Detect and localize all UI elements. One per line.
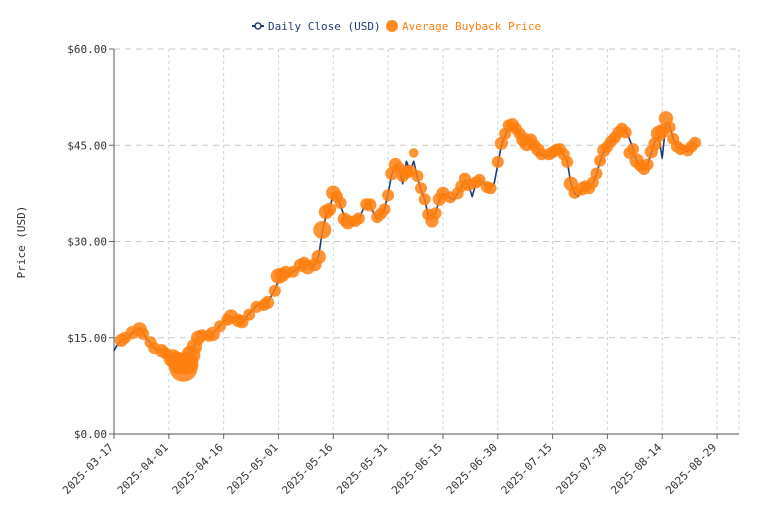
buyback-point — [323, 202, 337, 216]
buyback-point — [491, 155, 504, 168]
x-tick-label: 2025-08-14 — [608, 441, 664, 497]
buyback-point — [268, 284, 281, 297]
daily-close-line — [113, 122, 696, 365]
x-tick-label: 2025-08-29 — [663, 441, 719, 497]
x-tick-label: 2025-05-01 — [225, 441, 281, 497]
x-tick-label: 2025-07-15 — [499, 441, 555, 497]
legend-label-buyback: Average Buyback Price — [402, 20, 541, 33]
buyback-point — [334, 197, 347, 209]
buyback-point — [415, 182, 427, 195]
y-tick-label: $30.00 — [67, 236, 107, 249]
buyback-point — [418, 193, 431, 206]
buyback-point — [311, 249, 326, 265]
buyback-point — [641, 158, 654, 171]
y-ticks: $0.00 $15.00 $30.00 $45.00 $60.00 — [67, 43, 114, 441]
buyback-point — [561, 155, 574, 168]
x-tick-label: 2025-06-30 — [444, 441, 500, 497]
buyback-point — [352, 212, 365, 225]
buyback-point — [689, 136, 702, 149]
buyback-point — [590, 167, 603, 180]
buyback-point — [594, 154, 607, 167]
y-axis-title: Price (USD) — [15, 206, 28, 279]
legend-scatter-marker — [386, 20, 398, 32]
x-tick-label: 2025-04-16 — [170, 441, 226, 497]
x-tick-label: 2025-05-16 — [279, 441, 335, 497]
axes — [113, 49, 739, 435]
y-tick-label: $15.00 — [67, 332, 107, 345]
buyback-point — [411, 170, 424, 183]
buyback-point — [408, 148, 419, 158]
x-tick-label: 2025-06-15 — [389, 441, 445, 497]
buyback-point — [663, 121, 676, 134]
x-tick-label: 2025-03-17 — [60, 441, 116, 497]
y-tick-label: $60.00 — [67, 43, 107, 56]
y-tick-label: $0.00 — [74, 428, 107, 441]
buyback-point — [586, 176, 599, 189]
legend: Daily Close (USD) Average Buyback Price — [252, 20, 541, 33]
buyback-point — [619, 126, 632, 139]
series-scatter — [114, 111, 702, 382]
x-tick-label: 2025-04-01 — [115, 441, 171, 497]
legend-line-marker — [252, 22, 264, 30]
buyback-point — [382, 189, 395, 202]
buyback-point — [627, 143, 639, 156]
buyback-point — [494, 136, 508, 150]
x-tick-label: 2025-07-30 — [554, 441, 610, 497]
legend-label-daily-close: Daily Close (USD) — [268, 20, 381, 33]
buyback-point — [243, 308, 256, 321]
x-ticks: 2025-03-172025-04-012025-04-162025-05-01… — [60, 434, 719, 497]
buyback-point — [137, 327, 150, 340]
buyback-point — [363, 198, 377, 212]
buyback-point — [429, 207, 442, 220]
x-tick-label: 2025-05-31 — [334, 441, 390, 497]
buyback-point — [378, 203, 391, 216]
series-line — [113, 122, 696, 365]
buyback-point — [260, 295, 275, 310]
y-tick-label: $45.00 — [67, 139, 107, 152]
grid — [113, 48, 740, 435]
buyback-point — [484, 182, 497, 195]
buyback-point — [313, 220, 332, 239]
